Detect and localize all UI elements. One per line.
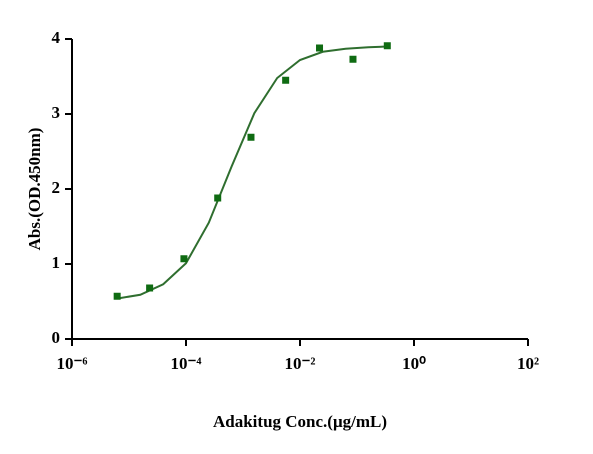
data-point	[113, 292, 121, 300]
x-tick-label: 10²	[517, 354, 539, 373]
y-tick-label: 4	[52, 28, 61, 47]
x-tick-label: 10⁻²	[284, 354, 315, 373]
y-tick-label: 3	[52, 103, 61, 122]
data-point	[282, 76, 290, 84]
data-point	[383, 42, 391, 50]
x-tick-label: 10⁻⁴	[170, 354, 201, 373]
data-point	[146, 284, 154, 292]
y-tick-label: 2	[52, 178, 61, 197]
data-point	[247, 133, 255, 141]
y-tick-label: 1	[52, 253, 61, 272]
x-tick-label: 10⁻⁶	[56, 354, 87, 373]
data-point	[316, 44, 324, 52]
data-point	[349, 55, 357, 63]
x-axis-label: Adakitug Conc.(μg/mL)	[213, 412, 387, 431]
data-point	[214, 194, 222, 202]
fit-curve	[117, 45, 388, 300]
y-axis-label: Abs.(OD.450nm)	[25, 128, 44, 251]
x-tick-label: 10⁰	[402, 354, 426, 373]
y-tick-label: 0	[52, 328, 61, 347]
data-point	[180, 255, 188, 263]
